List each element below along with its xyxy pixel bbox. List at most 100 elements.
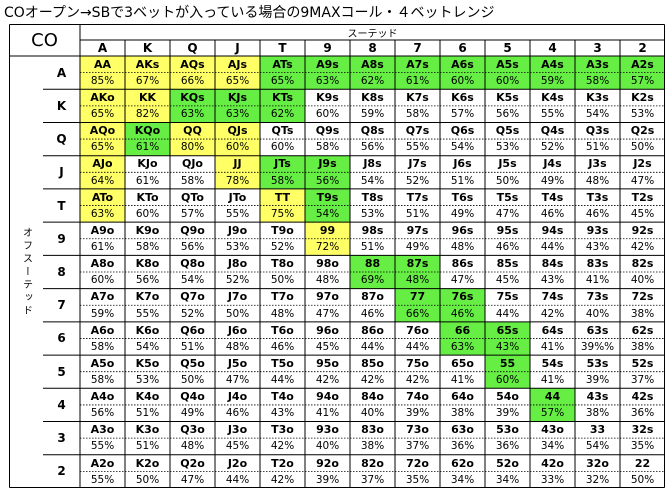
hand-cell: 62s: [620, 321, 665, 339]
column-header-j: J: [235, 41, 240, 55]
equity-cell: 49%: [170, 404, 215, 422]
equity-cell: 43%: [575, 238, 620, 256]
equity-cell: 61%: [395, 72, 440, 90]
column-header-k: K: [142, 41, 153, 55]
equity-cell: 58%: [305, 139, 350, 156]
equity-cell: 53%: [350, 205, 395, 223]
equity-cell: 75%: [260, 205, 305, 223]
hand-cell: ATs: [260, 56, 305, 73]
hand-cell: J7o: [215, 288, 260, 306]
hand-cell: T5o: [260, 355, 305, 372]
hand-cell: 83s: [575, 255, 620, 272]
equity-cell: 41%: [440, 371, 485, 389]
hand-cell: J9s: [305, 155, 350, 173]
equity-cell: 58%: [125, 238, 170, 256]
hand-cell: 64o: [440, 388, 485, 405]
hand-cell: 33: [575, 421, 620, 439]
hand-cell: 75s: [485, 288, 530, 306]
hand-cell: AQo: [80, 122, 125, 140]
hand-cell: 86s: [440, 255, 485, 272]
hand-cell: J2s: [620, 155, 665, 173]
equity-cell: 61%: [125, 172, 170, 189]
hand-cell: T4o: [260, 388, 305, 405]
hand-cell: Q7s: [395, 122, 440, 140]
hand-cell: 64s: [530, 321, 575, 339]
equity-cell: 44%: [350, 338, 395, 356]
hand-cell: AJo: [80, 155, 125, 173]
equity-cell: 39%: [305, 471, 350, 488]
hand-cell: 63o: [440, 421, 485, 439]
equity-cell: 54%: [440, 139, 485, 156]
row-header-k: K: [56, 98, 67, 113]
equity-cell: 45%: [620, 205, 665, 223]
equity-cell: 49%: [440, 205, 485, 223]
equity-cell: 61%: [80, 238, 125, 256]
column-header-8: 8: [368, 41, 377, 55]
hand-cell: J8s: [350, 155, 395, 173]
equity-cell: 60%: [485, 371, 530, 389]
hand-cell: K5s: [485, 89, 530, 106]
equity-cell: 34%: [530, 438, 575, 455]
hand-cell: 72o: [395, 454, 440, 472]
hand-cell: 74s: [530, 288, 575, 306]
hand-cell: T3s: [575, 188, 620, 206]
hand-cell: 97s: [395, 222, 440, 239]
hand-cell: T8o: [260, 255, 305, 272]
row-header-7: 7: [57, 298, 66, 313]
equity-cell: 39%: [395, 404, 440, 422]
hand-cell: 76s: [440, 288, 485, 306]
equity-cell: 51%: [125, 404, 170, 422]
hand-cell: Q8s: [350, 122, 395, 140]
hand-cell: K9o: [125, 222, 170, 239]
equity-cell: 60%: [440, 72, 485, 90]
hand-cell: K8s: [350, 89, 395, 106]
equity-cell: 60%: [80, 272, 125, 289]
equity-cell: 42%: [395, 371, 440, 389]
hand-cell: 74o: [395, 388, 440, 405]
equity-cell: 55%: [80, 438, 125, 455]
equity-cell: 49%: [395, 238, 440, 256]
equity-cell: 38%: [620, 338, 665, 356]
equity-cell: 48%: [260, 305, 305, 322]
row-header-6: 6: [57, 331, 66, 346]
row-header-2: 2: [57, 464, 66, 479]
column-header-9: 9: [323, 41, 332, 55]
equity-cell: 37%: [395, 438, 440, 455]
equity-cell: 60%: [305, 105, 350, 123]
equity-cell: 58%: [395, 105, 440, 123]
equity-cell: 44%: [530, 238, 575, 256]
equity-cell: 48%: [305, 272, 350, 289]
hand-cell: J3s: [575, 155, 620, 173]
hand-cell: 88: [350, 255, 395, 272]
equity-cell: 62%: [350, 72, 395, 90]
hand-cell: K4s: [530, 89, 575, 106]
column-header-5: 5: [503, 41, 512, 55]
equity-cell: 63%: [170, 105, 215, 123]
equity-cell: 32%: [575, 471, 620, 488]
equity-cell: 55%: [395, 139, 440, 156]
equity-cell: 55%: [80, 471, 125, 488]
hand-cell: 85o: [350, 355, 395, 372]
hand-cell: 52o: [485, 454, 530, 472]
equity-cell: 45%: [305, 338, 350, 356]
equity-cell: 38%: [440, 404, 485, 422]
equity-cell: 51%: [395, 205, 440, 223]
equity-cell: 50%: [620, 471, 665, 488]
hand-cell: Q3o: [170, 421, 215, 439]
hand-cell: KQs: [170, 89, 215, 106]
equity-cell: 55%: [125, 305, 170, 322]
hand-cell: 53s: [575, 355, 620, 372]
equity-cell: 60%: [260, 139, 305, 156]
row-header-9: 9: [57, 231, 66, 246]
equity-cell: 85%: [80, 72, 125, 90]
equity-cell: 62%: [260, 105, 305, 123]
equity-cell: 51%: [170, 338, 215, 356]
hand-cell: T2s: [620, 188, 665, 206]
hand-cell: QTs: [260, 122, 305, 140]
hand-cell: J5s: [485, 155, 530, 173]
column-header-t: T: [278, 41, 287, 55]
equity-cell: 56%: [125, 272, 170, 289]
hand-cell: T5s: [485, 188, 530, 206]
equity-cell: 44%: [260, 371, 305, 389]
hand-cell: 95s: [485, 222, 530, 239]
